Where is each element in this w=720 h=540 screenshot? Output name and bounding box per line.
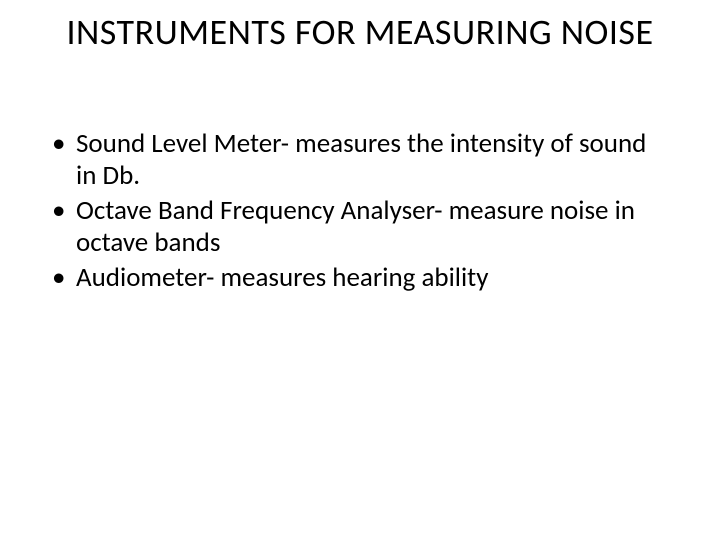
slide-title: INSTRUMENTS FOR MEASURING NOISE	[0, 10, 720, 54]
list-item: Sound Level Meter- measures the intensit…	[48, 128, 672, 193]
slide-body: Sound Level Meter- measures the intensit…	[48, 128, 672, 296]
bullet-list: Sound Level Meter- measures the intensit…	[48, 128, 672, 294]
list-item: Octave Band Frequency Analyser- measure …	[48, 195, 672, 260]
slide: INSTRUMENTS FOR MEASURING NOISE Sound Le…	[0, 0, 720, 540]
list-item: Audiometer- measures hearing ability	[48, 262, 672, 294]
